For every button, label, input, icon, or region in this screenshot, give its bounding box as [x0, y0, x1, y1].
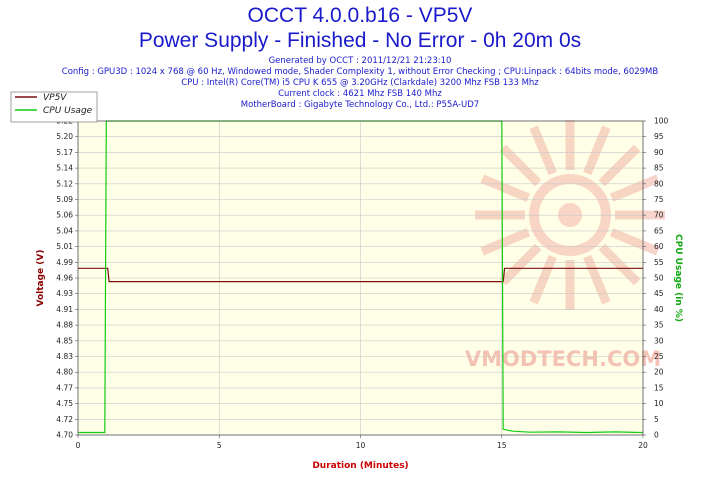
y2-tick-label: 35 — [654, 321, 664, 330]
legend-label: VP5V — [43, 93, 67, 103]
y-tick-label: 5.04 — [56, 226, 73, 235]
y2-axis-title: CPU Usage (in %) — [673, 234, 683, 322]
y2-tick-label: 95 — [654, 132, 664, 141]
y2-tick-label: 85 — [654, 164, 664, 173]
y-tick-label: 4.80 — [56, 368, 73, 377]
watermark-ray — [499, 243, 542, 286]
axes: 4.70 4.72 4.75 4.77 4.80 4.83 4.85 4.88 4.91 4.93… — [36, 117, 683, 472]
x-tick-label: 15 — [497, 441, 507, 450]
y2-tick-label: 70 — [654, 211, 664, 220]
y-tick-label: 4.70 — [56, 431, 73, 440]
y2-tick-label: 0 — [654, 431, 659, 440]
watermark-ray — [609, 228, 660, 256]
y-tick-label: 5.01 — [56, 242, 73, 251]
x-tick-label: 5 — [217, 441, 222, 450]
series-line-cpu-usage — [78, 120, 644, 434]
series-line-vp5v — [78, 267, 643, 283]
y-tick-label: 4.72 — [56, 415, 73, 424]
y2-tick-label: 75 — [654, 195, 664, 204]
y2-tick-label: 65 — [654, 226, 664, 235]
y-axis-title: Voltage (V) — [36, 250, 46, 307]
info-cpu: CPU : Intel(R) Core(TM) i5 CPU K 655 @ 3… — [181, 78, 539, 88]
y2-tick-label: 40 — [654, 305, 664, 314]
watermark-ray — [529, 125, 557, 176]
y2-tick-label: 5 — [654, 415, 659, 424]
chart-subtitle: Power Supply - Finished - No Error - 0h … — [138, 29, 582, 52]
series-lines — [78, 120, 644, 434]
y-tick-label: 5.14 — [56, 164, 73, 173]
y-tick-label: 5.12 — [56, 179, 73, 188]
y2-tick-label: 50 — [654, 274, 664, 283]
y2-tick-label: 90 — [654, 148, 664, 157]
y2-tick-label: 45 — [654, 289, 664, 298]
y2-tick-label: 55 — [654, 258, 664, 267]
y-tick-label: 5.17 — [56, 148, 73, 157]
watermark-ray — [529, 254, 557, 305]
x-tick-label: 0 — [76, 441, 81, 450]
watermark-ray — [480, 174, 531, 202]
y-tick-label: 4.77 — [56, 383, 73, 392]
chart-title: OCCT 4.0.0.b16 - VP5V — [247, 4, 473, 27]
watermark-ray — [609, 174, 660, 202]
y2-tick-label: 10 — [654, 399, 664, 408]
x-tick-label: 10 — [356, 441, 366, 450]
watermark-ray — [499, 144, 542, 187]
grid — [77, 120, 644, 436]
legend-label: CPU Usage — [43, 106, 93, 116]
watermark-ray — [598, 144, 641, 187]
y-tick-label: 4.85 — [56, 336, 73, 345]
info-config: Config : GPU3D : 1024 x 768 @ 60 Hz, Win… — [61, 67, 659, 77]
info-motherboard: MotherBoard : Gigabyte Technology Co., L… — [240, 100, 480, 110]
legend: VP5V CPU Usage — [10, 91, 98, 123]
y-tick-label: 4.75 — [56, 399, 73, 408]
info-clock: Current clock : 4621 Mhz FSB 140 Mhz — [278, 89, 442, 99]
x-axis-title: Duration (Minutes) — [312, 461, 408, 471]
y2-tick-label: 100 — [654, 117, 669, 126]
y-tick-label: 4.93 — [56, 289, 73, 298]
watermark-ray — [583, 254, 611, 305]
watermark-text: VMODTECH.COM — [465, 347, 661, 371]
x-tick-label: 20 — [638, 441, 648, 450]
y2-tick-label: 20 — [654, 368, 664, 377]
watermark-ray — [480, 228, 531, 256]
y-tick-label: 4.88 — [56, 321, 73, 330]
y2-tick-label: 60 — [654, 242, 664, 251]
y-tick-label: 4.99 — [56, 258, 73, 267]
watermark-ray — [598, 243, 641, 286]
y-tick-label: 5.20 — [56, 132, 73, 141]
y2-tick-label: 25 — [654, 352, 664, 361]
y2-tick-label: 30 — [654, 336, 664, 345]
y-tick-label: 4.91 — [56, 305, 73, 314]
y-tick-label: 5.09 — [56, 195, 73, 204]
watermark-ray — [583, 125, 611, 176]
y2-tick-label: 15 — [654, 383, 664, 392]
info-generated: Generated by OCCT : 2011/12/21 21:23:10 — [268, 56, 452, 66]
y-tick-label: 4.96 — [56, 274, 73, 283]
y-tick-label: 4.83 — [56, 352, 73, 361]
y2-tick-label: 80 — [654, 179, 664, 188]
y-tick-label: 5.06 — [56, 211, 73, 220]
